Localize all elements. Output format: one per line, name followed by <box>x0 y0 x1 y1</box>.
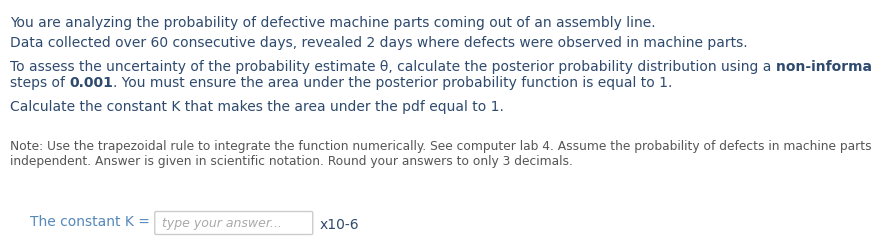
Text: To assess the uncertainty of the probability estimate θ, calculate the posterior: To assess the uncertainty of the probabi… <box>10 60 776 74</box>
Text: . You must ensure the area under the posterior probability function is equal to : . You must ensure the area under the pos… <box>113 76 672 90</box>
Text: x10-6: x10-6 <box>320 218 359 232</box>
Text: The constant K =: The constant K = <box>30 215 154 229</box>
Text: non-informative prior [p (θ) = 1] and: non-informative prior [p (θ) = 1] and <box>776 60 871 74</box>
Text: independent. Answer is given in scientific notation. Round your answers to only : independent. Answer is given in scientif… <box>10 155 573 168</box>
Text: 0.001: 0.001 <box>70 76 113 90</box>
Text: type your answer...: type your answer... <box>162 216 282 230</box>
Text: You are analyzing the probability of defective machine parts coming out of an as: You are analyzing the probability of def… <box>10 16 656 30</box>
Text: steps of: steps of <box>10 76 70 90</box>
Text: Calculate the constant K that makes the area under the pdf equal to 1.: Calculate the constant K that makes the … <box>10 100 504 114</box>
FancyBboxPatch shape <box>155 211 313 235</box>
Text: Data collected over 60 consecutive days, revealed 2 days where defects were obse: Data collected over 60 consecutive days,… <box>10 36 747 50</box>
Text: Note: Use the trapezoidal rule to integrate the function numerically. See comput: Note: Use the trapezoidal rule to integr… <box>10 140 871 153</box>
